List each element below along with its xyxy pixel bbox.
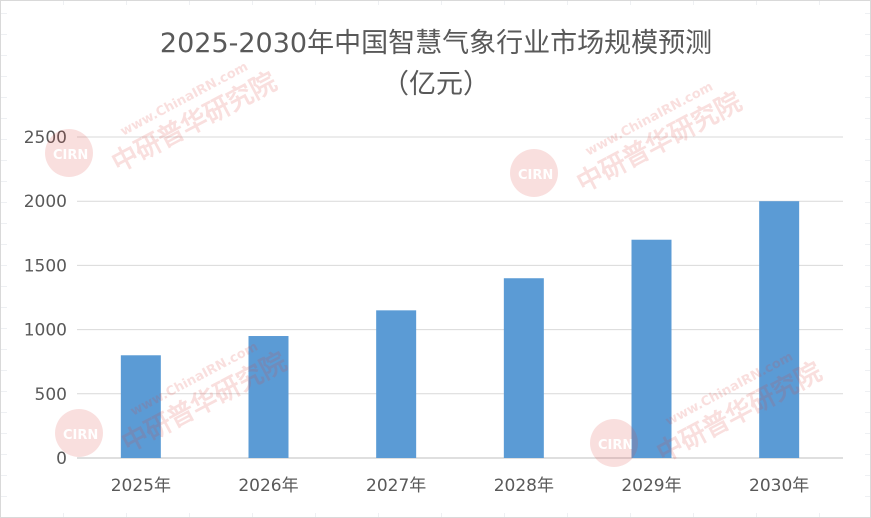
y-tick-label: 1000: [24, 321, 67, 341]
bar: [759, 201, 800, 458]
bar: [631, 239, 672, 458]
x-tick-label: 2026年: [238, 476, 298, 496]
bar-plot: 0 500 1000 1500 2000 2500 2025年 2026年 2027年 2028年…: [24, 128, 843, 496]
x-tick-label: 2028年: [494, 476, 554, 496]
y-tick-label: 2500: [24, 128, 67, 148]
y-tick-label: 2000: [24, 192, 67, 212]
x-tick-label: 2029年: [621, 476, 681, 496]
y-tick-label: 1500: [24, 256, 67, 276]
y-tick-label: 500: [35, 385, 67, 405]
y-tick-label: 0: [56, 449, 67, 469]
bar: [376, 310, 417, 458]
chart-area: 2025-2030年中国智慧气象行业市场规模预测 （亿元） 0 500 1000 15…: [7, 5, 865, 513]
x-tick-label: 2030年: [749, 476, 809, 496]
chart-title: 2025-2030年中国智慧气象行业市场规模预测: [159, 28, 713, 59]
bar: [120, 355, 161, 458]
chart-subtitle: （亿元）: [382, 69, 490, 100]
x-tick-label: 2025年: [111, 476, 171, 496]
bar: [248, 336, 289, 458]
bar: [503, 278, 544, 458]
x-tick-label: 2027年: [366, 476, 426, 496]
